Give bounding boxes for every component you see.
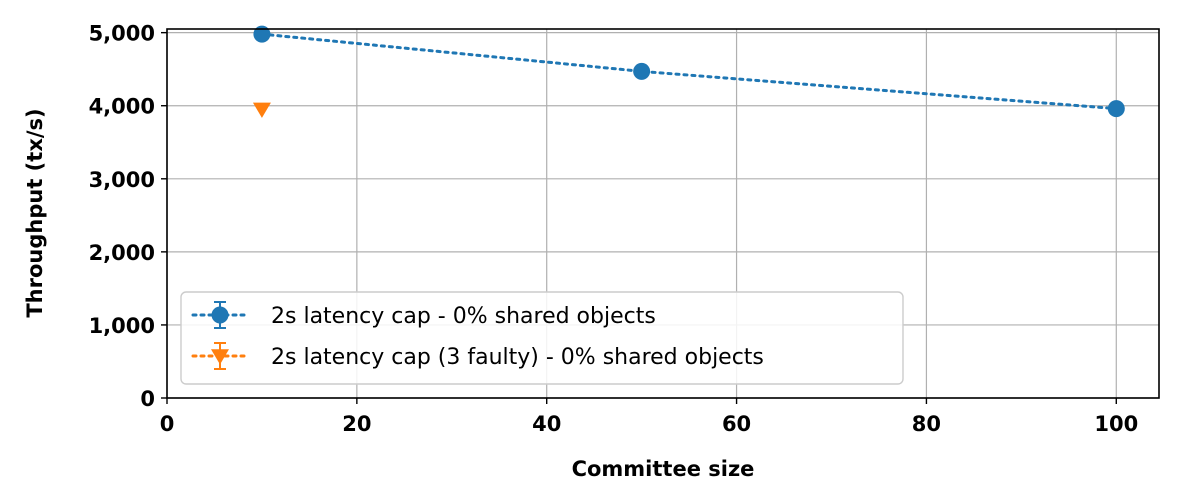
legend-label: 2s latency cap (3 faulty) - 0% shared ob… bbox=[271, 345, 764, 370]
x-tick-label: 100 bbox=[1094, 412, 1138, 436]
legend-entry-1: 2s latency cap - 0% shared objects bbox=[191, 301, 656, 329]
y-axis-ticks: 0 1,000 2,000 3,000 4,000 5,000 bbox=[89, 22, 167, 411]
series-2 bbox=[252, 102, 271, 118]
y-axis-title: Throughput (tx/s) bbox=[23, 108, 47, 317]
series-2-point bbox=[252, 102, 271, 118]
legend-marker bbox=[211, 306, 229, 324]
series-1-point bbox=[633, 62, 651, 80]
series-1-line bbox=[260, 32, 1118, 111]
legend-entry-2: 2s latency cap (3 faulty) - 0% shared ob… bbox=[191, 342, 764, 370]
y-tick-label: 5,000 bbox=[89, 22, 155, 46]
legend: 2s latency cap - 0% shared objects 2s lat… bbox=[180, 291, 904, 385]
plot-series bbox=[252, 25, 1125, 118]
x-axis-title: Committee size bbox=[572, 457, 755, 481]
y-tick-label: 0 bbox=[140, 387, 155, 411]
series-1-point bbox=[253, 25, 271, 43]
y-tick-label: 1,000 bbox=[89, 314, 155, 338]
x-tick-label: 80 bbox=[912, 412, 941, 436]
series-1-point bbox=[1107, 100, 1125, 118]
series-1 bbox=[253, 25, 1125, 118]
legend-label: 2s latency cap - 0% shared objects bbox=[271, 304, 656, 329]
legend-box bbox=[180, 291, 904, 385]
plot-frame bbox=[166, 28, 1160, 399]
legend-marker bbox=[211, 349, 229, 365]
x-tick-label: 60 bbox=[722, 412, 751, 436]
y-tick-label: 4,000 bbox=[89, 95, 155, 119]
x-tick-label: 40 bbox=[532, 412, 561, 436]
y-tick-label: 3,000 bbox=[89, 168, 155, 192]
x-axis-ticks: 0 20 40 60 80 100 bbox=[160, 398, 1138, 436]
x-tick-label: 0 bbox=[160, 412, 175, 436]
y-tick-label: 2,000 bbox=[89, 241, 155, 265]
x-tick-label: 20 bbox=[342, 412, 371, 436]
